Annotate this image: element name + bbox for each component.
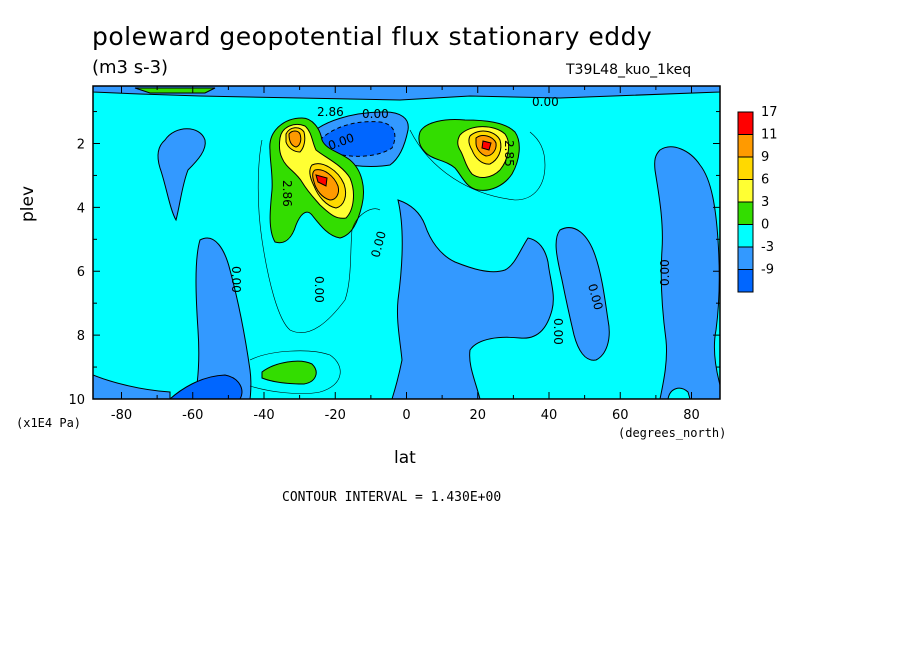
- colorbar-label: 0: [761, 218, 769, 233]
- contour-labels: 2.86 0.00 0.00 2.85 2.86 0.00 0.00 0.00 …: [229, 95, 672, 345]
- colorbar-label: 3: [761, 195, 769, 210]
- positive-peak: [481, 140, 492, 151]
- negative-region: [654, 146, 720, 399]
- positive-peak: [315, 174, 328, 187]
- chart-units: (m3 s-3): [92, 57, 169, 78]
- colorbar-label: 17: [761, 105, 778, 120]
- positive-region: [261, 360, 317, 385]
- colorbar-label: -3: [761, 240, 774, 255]
- colorbar-swatch: [737, 134, 754, 158]
- chart-title: poleward geopotential flux stationary ed…: [92, 22, 653, 51]
- contour-fill-layer: [93, 86, 720, 399]
- colorbar-label: 11: [761, 128, 778, 143]
- x-tick-label: 0: [402, 408, 410, 423]
- negative-region: [93, 374, 171, 399]
- x-tick-label: 60: [612, 408, 629, 423]
- x-tick-label: -80: [111, 408, 132, 423]
- contour-label: 0.00: [312, 276, 326, 303]
- colorbar-label: 9: [761, 150, 769, 165]
- y-tick-label: 10: [68, 393, 85, 408]
- colorbar-swatch: [737, 201, 754, 225]
- contour-label: 0.00: [658, 259, 672, 286]
- positive-region: [134, 87, 216, 94]
- x-tick-label: 80: [683, 408, 700, 423]
- fill-band-0-3: [667, 387, 691, 399]
- contour-label: 0.00: [551, 318, 565, 345]
- negative-region: [391, 199, 554, 399]
- y-tick-label: 6: [77, 265, 85, 280]
- colorbar-swatch: [737, 269, 754, 293]
- contour-label: 0.00: [585, 282, 605, 311]
- contour-label: 0.00: [362, 107, 389, 121]
- contour-label: 0.00: [229, 266, 243, 293]
- contour-line: [249, 350, 341, 394]
- colorbar-label: 6: [761, 173, 769, 188]
- x-axis: -80 -60 -40 -20 0 20 40 60 80: [111, 86, 700, 423]
- x-tick-label: 40: [541, 408, 558, 423]
- colorbar-label: -9: [761, 263, 774, 278]
- contour-label: 2.85: [502, 140, 516, 167]
- contour-label: 0.00: [368, 230, 388, 259]
- x-tick-label: -60: [182, 408, 203, 423]
- negative-region: [157, 128, 206, 222]
- contour-label: 2.86: [280, 180, 294, 207]
- colorbar-swatch: [737, 179, 754, 203]
- contour-interval: CONTOUR INTERVAL = 1.430E+00: [282, 490, 502, 505]
- contour-line: [257, 139, 381, 333]
- positive-region: [288, 130, 302, 148]
- y-tick-label: 8: [77, 329, 85, 344]
- colorbar: 17 11 9 6 3 0 -3 -9: [737, 105, 778, 293]
- x-tick-label: 20: [469, 408, 486, 423]
- negative-region: [555, 227, 610, 361]
- negative-region-strong: [169, 374, 243, 399]
- colorbar-swatch: [737, 246, 754, 270]
- x-axis-units: (degrees_north): [618, 426, 727, 440]
- x-tick-label: -40: [253, 408, 274, 423]
- contour-label: 2.86: [317, 105, 344, 119]
- y-axis: 2 4 6 8 10: [68, 111, 720, 408]
- colorbar-swatch: [737, 224, 754, 248]
- contour-label: 0.00: [532, 95, 559, 109]
- x-tick-label: -20: [325, 408, 346, 423]
- x-axis-label: lat: [394, 448, 416, 468]
- y-axis-units: (x1E4 Pa): [16, 416, 82, 430]
- colorbar-swatch: [737, 156, 754, 180]
- colorbar-swatch: [737, 111, 754, 135]
- negative-region: [194, 237, 252, 399]
- y-tick-label: 2: [77, 137, 85, 152]
- run-label: T39L48_kuo_1keq: [566, 62, 692, 78]
- contour-line: [409, 129, 546, 201]
- y-tick-label: 4: [77, 201, 85, 216]
